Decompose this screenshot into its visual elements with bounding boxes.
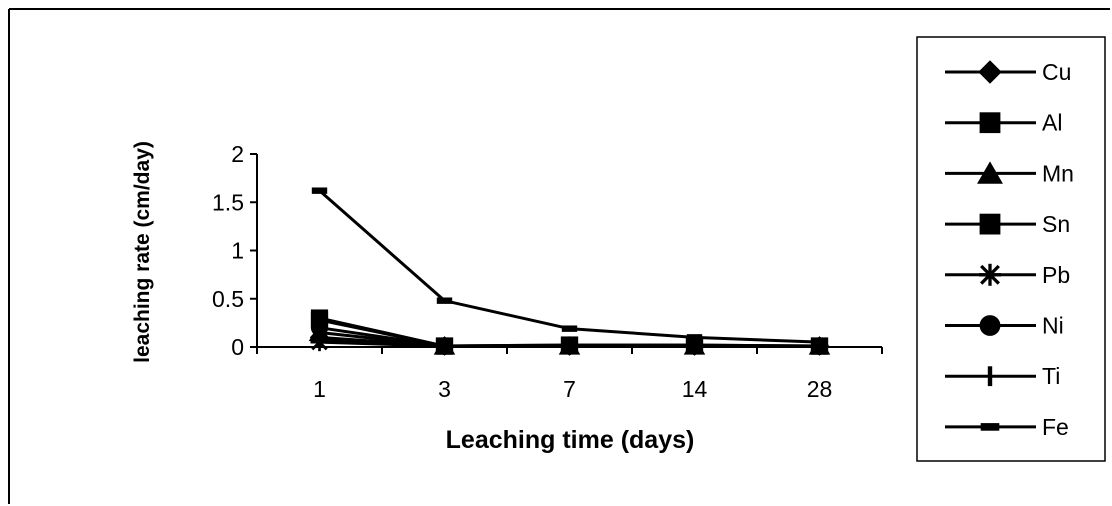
y-tick-label: 1 xyxy=(231,238,244,264)
legend-item-pb: Pb xyxy=(945,262,1070,288)
series-layer xyxy=(308,187,831,356)
legend-label: Ti xyxy=(1042,363,1060,389)
data-point xyxy=(311,187,328,194)
y-tick-label: 2 xyxy=(231,141,244,167)
legend-label: Ni xyxy=(1042,313,1064,339)
legend-marker xyxy=(977,161,1003,184)
legend-item-fe: Fe xyxy=(945,414,1069,440)
y-tick-label: 0.5 xyxy=(212,286,244,312)
x-tick-label: 3 xyxy=(438,376,451,402)
y-tick-label: 0 xyxy=(231,334,244,360)
legend-box xyxy=(916,36,1106,462)
legend-item-al: Al xyxy=(945,110,1062,136)
x-tick-label: 28 xyxy=(807,376,833,402)
legend-label: Fe xyxy=(1042,414,1069,440)
y-tick-label: 1.5 xyxy=(212,189,244,215)
x-axis-title: Leaching time (days) xyxy=(446,426,695,454)
series-fe xyxy=(311,187,828,346)
legend-label: Pb xyxy=(1042,262,1070,288)
legend-marker xyxy=(980,423,1000,431)
legend-label: Cu xyxy=(1042,59,1071,85)
legend-marker xyxy=(978,60,1002,84)
x-tick-label: 1 xyxy=(313,376,326,402)
legend-marker xyxy=(979,112,1001,134)
series-line xyxy=(318,189,820,344)
legend-label: Al xyxy=(1042,110,1062,136)
legend-label: Mn xyxy=(1042,160,1074,186)
y-axis-title: leaching rate (cm/day) xyxy=(131,141,154,363)
data-point xyxy=(436,297,453,304)
legend-item-sn: Sn xyxy=(945,211,1070,237)
x-tick-label: 7 xyxy=(563,376,576,402)
legend-marker xyxy=(979,315,1001,336)
legend: Cu Al Mn Sn Pb Ni Ti Fe xyxy=(916,36,1106,462)
data-point xyxy=(811,338,828,346)
legend-label: Sn xyxy=(1042,211,1070,237)
data-point xyxy=(561,325,578,332)
x-ticks: 1 3 7 14 28 xyxy=(256,347,883,402)
legend-item-ni: Ni xyxy=(945,313,1064,339)
legend-item-cu: Cu xyxy=(945,59,1071,85)
data-point xyxy=(686,334,703,341)
x-tick-label: 14 xyxy=(682,376,708,402)
legend-marker xyxy=(979,213,1001,235)
plot-area: 0 0.5 1 1.5 2 1 3 7 14 28 xyxy=(212,141,883,402)
legend-item-mn: Mn xyxy=(945,160,1074,186)
legend-item-ti: Ti xyxy=(945,363,1060,389)
y-ticks: 0 0.5 1 1.5 2 xyxy=(212,141,257,360)
series-ti xyxy=(317,331,822,355)
legend-items: Cu Al Mn Sn Pb Ni Ti Fe xyxy=(945,59,1074,440)
legend-marker xyxy=(979,263,1001,286)
